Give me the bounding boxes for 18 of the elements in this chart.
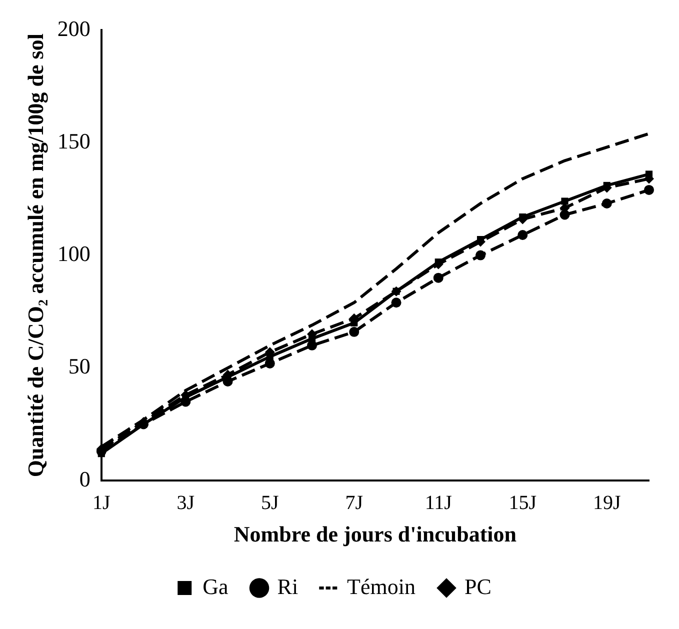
legend-label: PC xyxy=(464,574,492,599)
y-axis-title: Quantité de C/CO₂ accumulé en mg/100g de sol xyxy=(22,34,48,478)
x-tick-label: 5J xyxy=(260,492,279,514)
x-tick-label: 1J xyxy=(92,492,110,514)
legend-label: Ri xyxy=(277,574,298,599)
y-tick-label: 100 xyxy=(57,241,90,266)
y-tick-label: 0 xyxy=(79,466,90,492)
y-tick-label: 200 xyxy=(57,16,90,41)
x-tick-label: 11J xyxy=(424,492,452,514)
x-tick-label: 15J xyxy=(508,492,537,514)
legend-label: Ga xyxy=(202,574,228,599)
legend-label: Témoin xyxy=(347,574,416,599)
x-tick-label: 19J xyxy=(592,492,621,514)
x-tick-label: 3J xyxy=(176,492,195,514)
y-tick-label: 50 xyxy=(68,354,90,379)
x-tick-label: 7J xyxy=(345,492,364,514)
y-tick-label: 150 xyxy=(57,128,90,154)
x-axis-title: Nombre de jours d'incubation xyxy=(234,521,516,546)
